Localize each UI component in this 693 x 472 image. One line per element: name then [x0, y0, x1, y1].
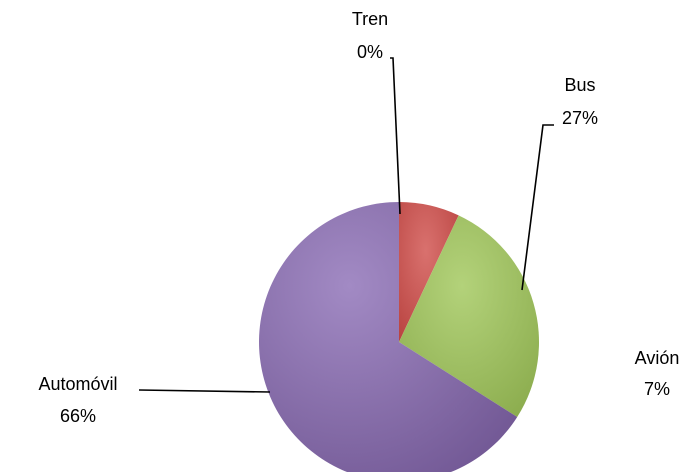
bus-label: Bus: [564, 75, 595, 95]
automovil-leader-line: [138, 389, 271, 393]
avion-percent: 7%: [644, 379, 670, 399]
tren-percent: 0%: [357, 42, 383, 62]
pie-slices: [259, 202, 540, 472]
slice-avion: [399, 202, 459, 342]
automovil-percent: 66%: [60, 406, 96, 426]
avion-label: Avión: [635, 348, 680, 368]
slice-automovil: [259, 202, 518, 472]
tren-leader-line: [390, 57, 401, 215]
slice-bus: [399, 215, 540, 418]
tren-label: Tren: [352, 9, 388, 29]
bus-percent: 27%: [562, 108, 598, 128]
automovil-label: Automóvil: [38, 374, 117, 394]
bus-leader-line: [521, 124, 554, 291]
